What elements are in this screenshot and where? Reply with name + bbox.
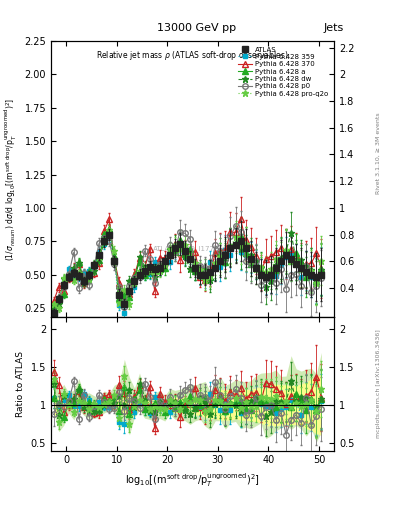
Text: Jets: Jets: [324, 23, 344, 33]
Y-axis label: $(1/\sigma_{resum})$ d$\sigma$/d log$_{10}$[(m$^{\rm soft\ drop}$/p$_T^{\rm ungr: $(1/\sigma_{resum})$ d$\sigma$/d log$_{1…: [3, 98, 19, 261]
Text: Rivet 3.1.10, ≥ 3M events: Rivet 3.1.10, ≥ 3M events: [376, 113, 381, 195]
Text: Relative jet mass $\rho$ (ATLAS soft-drop observables): Relative jet mass $\rho$ (ATLAS soft-dro…: [96, 49, 289, 62]
X-axis label: log$_{10}$[(m$^{\rm soft\ drop}$/p$_T^{\rm ungroomed})^2$]: log$_{10}$[(m$^{\rm soft\ drop}$/p$_T^{\…: [125, 471, 260, 489]
Legend: ATLAS, Pythia 6.428 359, Pythia 6.428 370, Pythia 6.428 a, Pythia 6.428 dw, Pyth: ATLAS, Pythia 6.428 359, Pythia 6.428 37…: [236, 45, 331, 99]
Text: mcplots.cern.ch [arXiv:1306.3436]: mcplots.cern.ch [arXiv:1306.3436]: [376, 330, 381, 438]
Text: ATLAS_2019_I1772062: ATLAS_2019_I1772062: [153, 245, 232, 252]
Y-axis label: Ratio to ATLAS: Ratio to ATLAS: [16, 351, 25, 417]
Text: 13000 GeV pp: 13000 GeV pp: [157, 23, 236, 33]
